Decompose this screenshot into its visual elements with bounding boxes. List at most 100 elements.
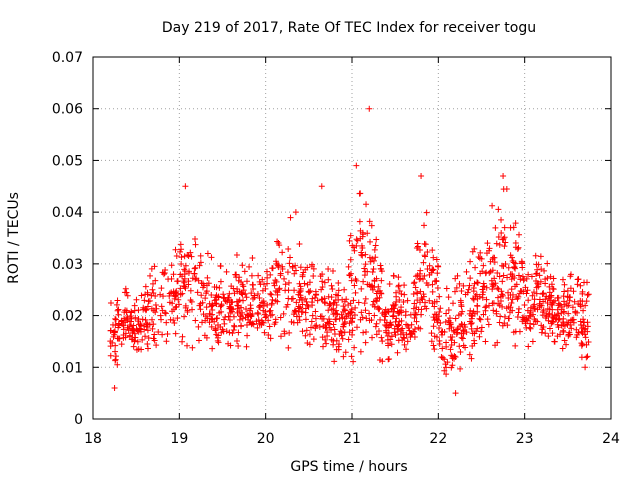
data-point <box>549 319 556 326</box>
data-point <box>375 283 382 290</box>
data-point <box>308 324 315 331</box>
data-point <box>441 329 448 336</box>
data-point <box>213 315 220 322</box>
data-point <box>144 303 151 310</box>
data-point <box>386 280 393 287</box>
data-point <box>462 323 469 330</box>
data-point <box>214 334 221 341</box>
data-point <box>478 255 485 262</box>
data-point <box>490 254 497 261</box>
data-point <box>192 264 199 271</box>
data-point <box>373 236 380 243</box>
data-point <box>393 298 400 305</box>
data-point <box>545 333 552 340</box>
data-point <box>349 331 356 338</box>
data-point <box>524 307 531 314</box>
data-point <box>561 337 568 344</box>
data-point <box>352 304 359 311</box>
data-point <box>175 296 182 303</box>
data-point <box>533 270 540 277</box>
data-point <box>127 313 134 320</box>
data-point <box>144 321 151 328</box>
data-point <box>561 322 568 329</box>
data-point <box>230 327 237 334</box>
data-point <box>518 260 525 267</box>
data-point <box>144 327 151 334</box>
data-point <box>523 290 530 297</box>
data-point <box>310 336 317 343</box>
data-point <box>107 327 114 334</box>
data-point <box>489 286 496 293</box>
data-point <box>158 316 165 323</box>
data-point <box>341 315 348 322</box>
data-point <box>268 291 275 298</box>
data-point <box>458 321 465 328</box>
data-point <box>433 256 440 263</box>
data-point <box>173 253 180 260</box>
data-point <box>510 224 517 231</box>
data-point <box>436 293 443 300</box>
data-point <box>566 294 573 301</box>
data-point <box>148 265 155 272</box>
data-point <box>392 332 399 338</box>
data-point <box>357 316 364 323</box>
data-point <box>222 298 229 305</box>
data-point <box>135 315 142 322</box>
data-point <box>259 287 266 294</box>
data-point <box>434 270 441 277</box>
data-point <box>421 252 428 259</box>
data-point <box>203 304 210 311</box>
data-point <box>330 321 337 328</box>
data-point <box>356 190 363 197</box>
data-point <box>407 311 414 318</box>
data-point <box>388 322 395 329</box>
data-point <box>306 331 313 338</box>
data-point <box>579 330 586 337</box>
data-point <box>239 281 246 288</box>
data-point <box>372 254 379 261</box>
data-point <box>272 316 279 323</box>
data-point <box>495 300 502 307</box>
data-point <box>367 238 374 245</box>
data-point <box>433 278 440 285</box>
data-point <box>328 336 335 343</box>
data-point <box>574 281 581 288</box>
y-tick-label: 0.02 <box>52 309 83 325</box>
data-point <box>318 286 325 293</box>
data-point <box>437 305 444 312</box>
data-point <box>215 339 222 346</box>
data-point <box>179 333 186 340</box>
data-point <box>234 286 241 293</box>
x-tick-label: 21 <box>343 431 361 447</box>
data-point <box>168 289 175 296</box>
data-point <box>469 313 476 320</box>
data-point <box>266 323 273 330</box>
data-point <box>187 249 194 256</box>
data-point <box>316 323 323 330</box>
data-point <box>452 315 459 322</box>
data-point <box>463 268 470 275</box>
data-point <box>323 340 330 347</box>
data-point <box>138 346 145 353</box>
y-tick-label: 0.03 <box>52 257 83 273</box>
data-point <box>174 315 181 322</box>
data-point <box>107 343 114 350</box>
data-point <box>542 296 549 303</box>
data-point <box>369 286 376 293</box>
data-point <box>206 319 213 326</box>
data-point <box>201 332 208 339</box>
data-point <box>577 297 584 304</box>
data-point <box>304 264 311 271</box>
data-point <box>377 290 384 297</box>
data-point <box>188 253 195 260</box>
data-point <box>371 246 378 253</box>
data-point <box>287 254 294 261</box>
data-point <box>273 258 280 265</box>
data-point <box>364 281 371 288</box>
data-point <box>538 329 545 336</box>
data-point <box>166 290 173 297</box>
data-point <box>336 315 343 322</box>
data-point <box>286 260 293 267</box>
data-point <box>480 289 487 296</box>
data-point <box>400 299 407 306</box>
